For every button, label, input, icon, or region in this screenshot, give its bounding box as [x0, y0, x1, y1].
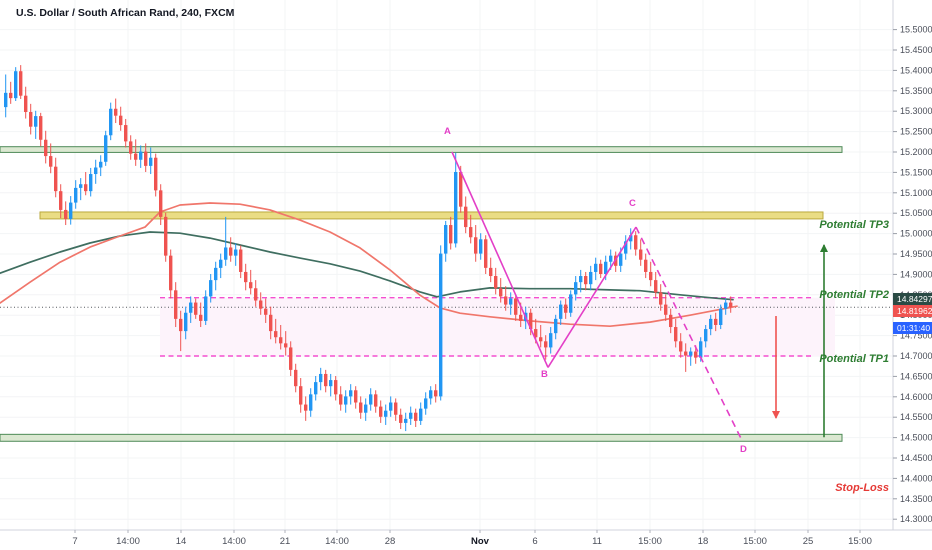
bar-countdown-tag: 01:31:40	[893, 322, 932, 334]
time-axis[interactable]	[0, 530, 932, 550]
potential-tp2-label[interactable]: Potential TP2	[819, 289, 889, 301]
svg-text:14: 14	[176, 536, 187, 547]
price-axis[interactable]: 14.84297 14.81962 01:31:40	[893, 0, 932, 530]
svg-text:15:00: 15:00	[848, 536, 872, 547]
svg-text:6: 6	[532, 536, 537, 547]
svg-text:14.40000: 14.40000	[900, 473, 932, 483]
svg-text:15.25000: 15.25000	[900, 127, 932, 137]
svg-text:18: 18	[698, 536, 709, 547]
svg-text:Nov: Nov	[471, 536, 490, 547]
svg-text:15.30000: 15.30000	[900, 106, 932, 116]
potential-tp3-label[interactable]: Potential TP3	[819, 219, 889, 231]
pattern-point-b-label[interactable]: B	[541, 369, 548, 380]
svg-text:14.65000: 14.65000	[900, 371, 932, 381]
svg-text:14:00: 14:00	[325, 536, 349, 547]
svg-text:14.50000: 14.50000	[900, 433, 932, 443]
svg-text:15.35000: 15.35000	[900, 86, 932, 96]
svg-text:14:00: 14:00	[222, 536, 246, 547]
svg-text:15:00: 15:00	[743, 536, 767, 547]
svg-text:14.75000: 14.75000	[900, 331, 932, 341]
svg-text:14.55000: 14.55000	[900, 412, 932, 422]
stop-loss-label[interactable]: Stop-Loss	[835, 482, 889, 494]
pattern-point-d-label[interactable]: D	[740, 444, 747, 455]
svg-text:14.70000: 14.70000	[900, 351, 932, 361]
svg-text:15:00: 15:00	[638, 536, 662, 547]
svg-text:15.45000: 15.45000	[900, 45, 932, 55]
symbol-title[interactable]: U.S. Dollar / South African Rand, 240, F…	[16, 7, 235, 19]
svg-text:21: 21	[280, 536, 291, 547]
svg-text:25: 25	[803, 536, 814, 547]
svg-text:15.00000: 15.00000	[900, 229, 932, 239]
svg-text:7: 7	[72, 536, 77, 547]
last-price-tag: 14.81962	[893, 305, 932, 317]
svg-text:14.90000: 14.90000	[900, 269, 932, 279]
svg-text:11: 11	[592, 536, 602, 547]
svg-text:14.45000: 14.45000	[900, 453, 932, 463]
svg-text:15.40000: 15.40000	[900, 65, 932, 75]
pattern-point-a-label[interactable]: A	[444, 126, 451, 137]
level-price-tag: 14.84297	[893, 293, 932, 305]
svg-text:14:00: 14:00	[116, 536, 140, 547]
svg-text:14.95000: 14.95000	[900, 249, 932, 259]
pattern-point-c-label[interactable]: C	[629, 198, 636, 209]
svg-text:15.20000: 15.20000	[900, 147, 932, 157]
svg-text:28: 28	[385, 536, 396, 547]
potential-tp1-label[interactable]: Potential TP1	[819, 353, 889, 365]
svg-text:15.05000: 15.05000	[900, 208, 932, 218]
svg-text:15.50000: 15.50000	[900, 25, 932, 35]
svg-text:14.60000: 14.60000	[900, 392, 932, 402]
svg-text:14.30000: 14.30000	[900, 514, 932, 524]
svg-text:14.35000: 14.35000	[900, 494, 932, 504]
svg-text:15.15000: 15.15000	[900, 167, 932, 177]
svg-text:15.10000: 15.10000	[900, 188, 932, 198]
